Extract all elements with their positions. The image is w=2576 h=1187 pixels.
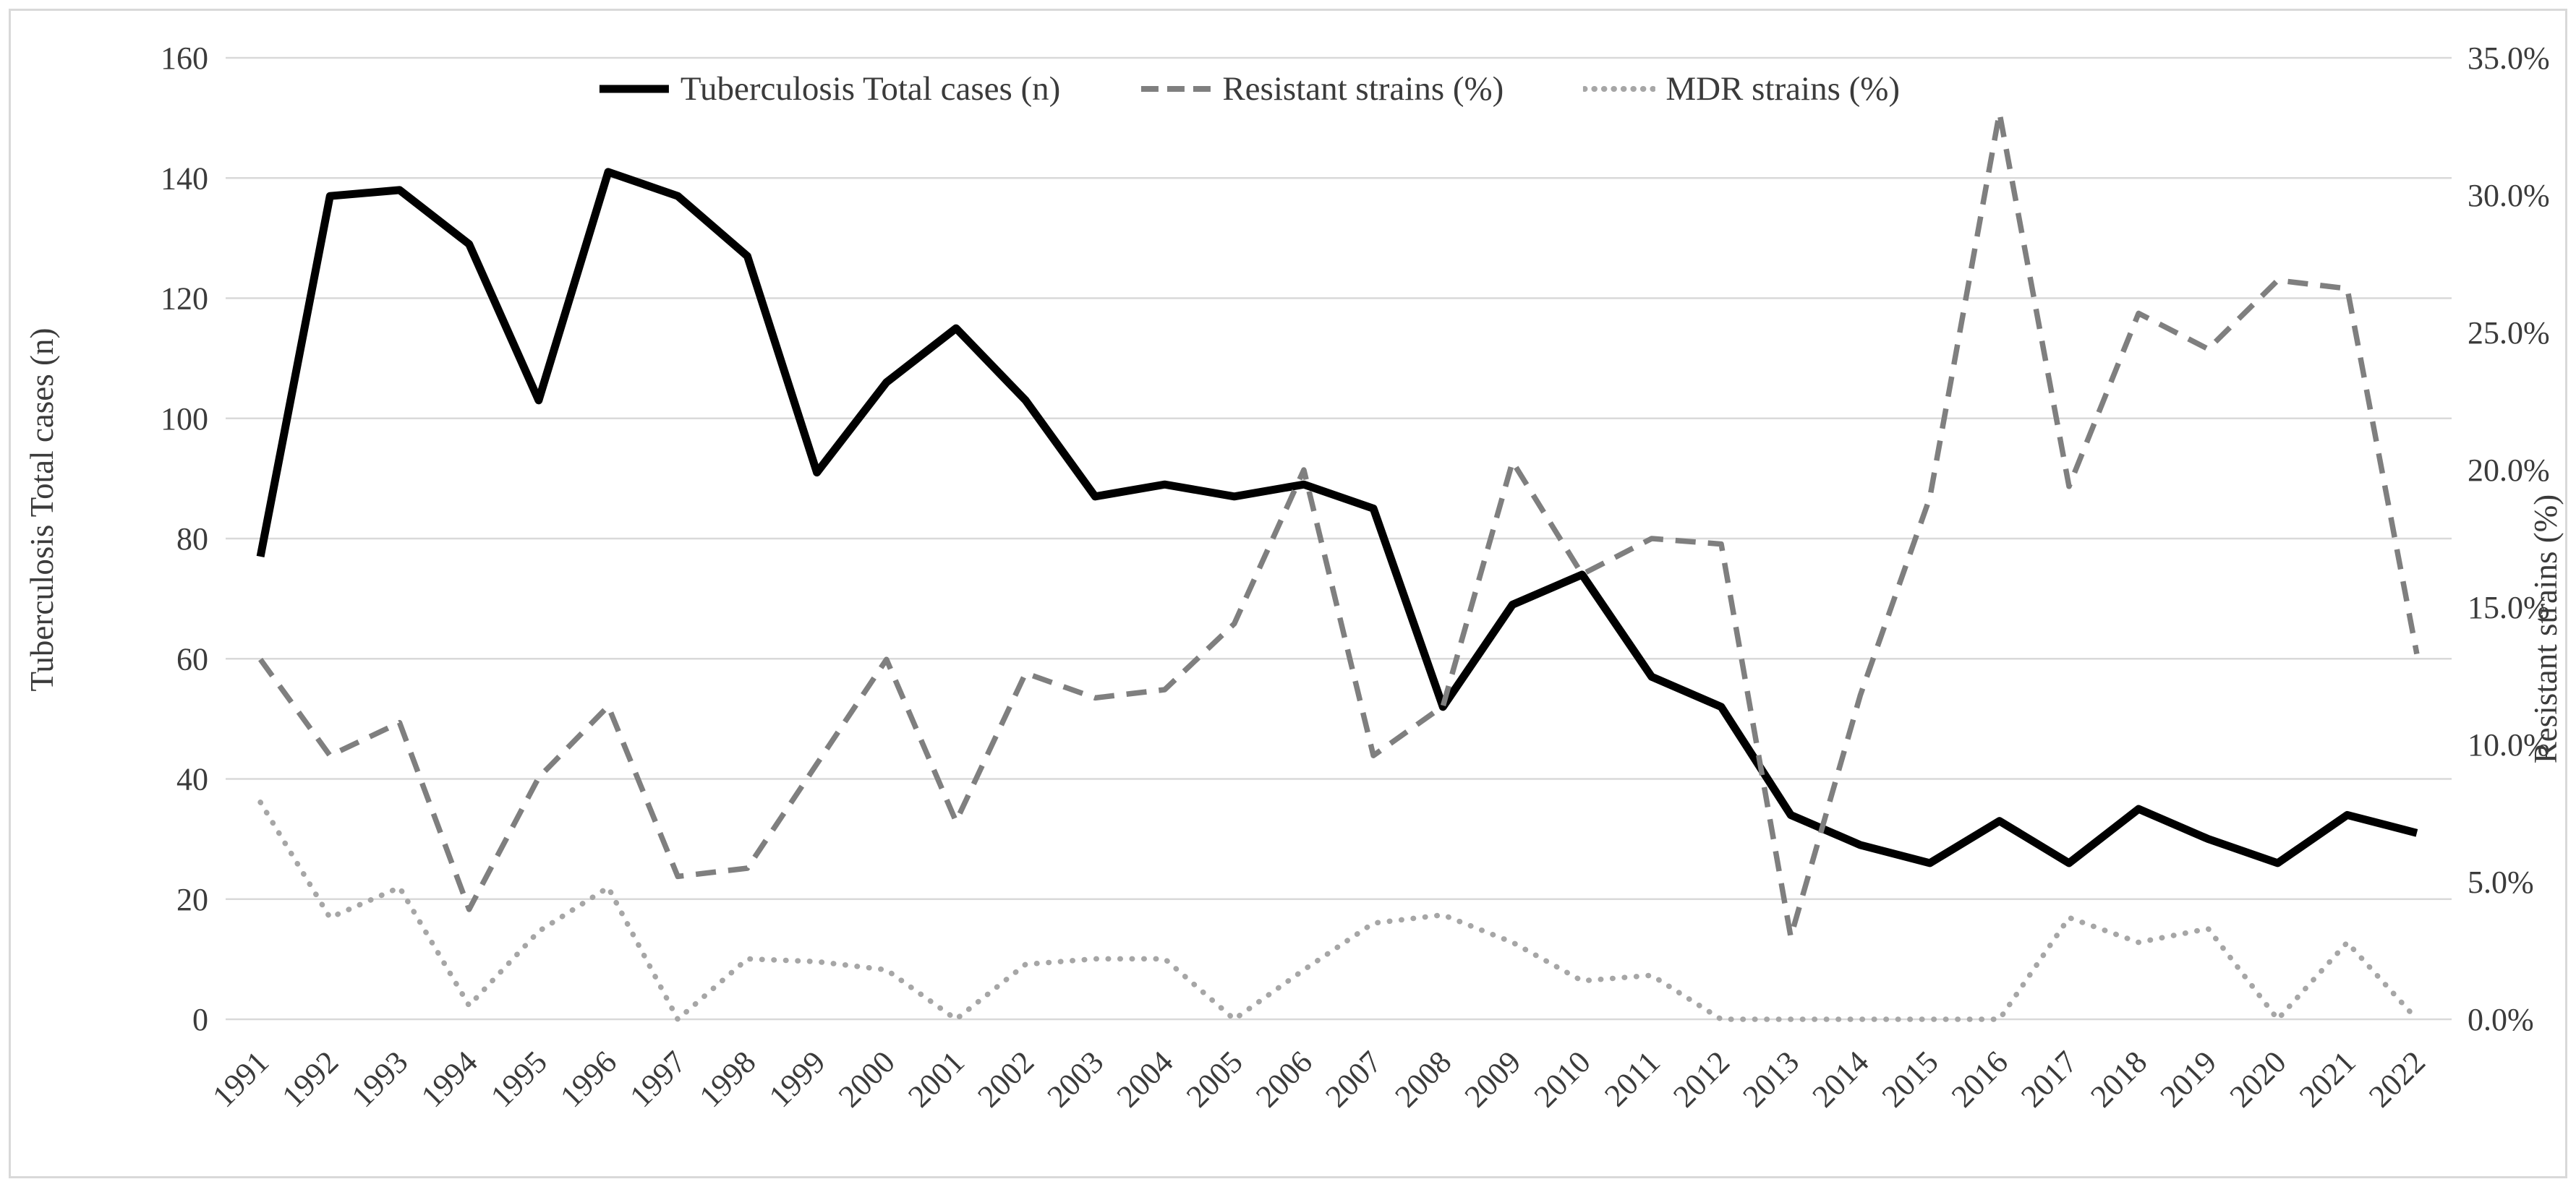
x-axis-tick-label: 2009 [1458, 1044, 1528, 1114]
x-axis-tick-label: 2002 [971, 1044, 1041, 1114]
x-axis-tick-label: 1998 [693, 1044, 763, 1114]
left-axis-tick-label: 60 [176, 641, 208, 677]
left-axis-tick-label: 160 [161, 40, 208, 76]
x-axis-tick-label: 2007 [1318, 1044, 1389, 1114]
x-axis-tick-label: 2006 [1249, 1044, 1319, 1114]
series-line-solid [256, 168, 2418, 867]
right-axis-title: Resistant strains (%) [2528, 494, 2564, 764]
x-axis-tick-label: 2001 [901, 1044, 971, 1114]
right-axis-tick-label: 20.0% [2468, 453, 2550, 488]
x-axis-tick-label: 1997 [623, 1044, 693, 1114]
x-axis-tick-label: 2010 [1527, 1044, 1598, 1114]
x-axis-tick-label: 2017 [2014, 1044, 2084, 1114]
legend-label: MDR strains (%) [1666, 70, 1901, 108]
x-axis-tick-label: 2013 [1736, 1044, 1806, 1114]
right-axis-tick-label: 35.0% [2468, 40, 2550, 76]
right-axis-tick-label: 5.0% [2468, 865, 2534, 900]
legend-dashed-line-icon [1141, 86, 1211, 92]
left-axis-tick-label: 120 [161, 281, 208, 317]
left-axis-tick-label: 0 [192, 1002, 208, 1037]
legend-label: Tuberculosis Total cases (n) [680, 70, 1061, 108]
legend-solid-line-icon [599, 85, 669, 93]
x-axis-tick-label: 2015 [1875, 1044, 1945, 1114]
x-axis-tick-label: 2019 [2154, 1044, 2224, 1114]
x-axis-tick-label: 2003 [1041, 1044, 1111, 1114]
legend-item: MDR strains (%) [1583, 69, 1900, 108]
x-axis-tick-label: 1995 [484, 1044, 554, 1114]
chart-legend: Tuberculosis Total cases (n) Resistant st… [598, 69, 1900, 108]
x-axis-tick-label: 1991 [205, 1044, 276, 1114]
left-axis-tick-label: 40 [176, 762, 208, 797]
right-axis-tick-label: 0.0% [2468, 1002, 2534, 1037]
x-axis-tick-label: 2020 [2223, 1044, 2293, 1114]
x-axis-tick-label: 2011 [1598, 1044, 1667, 1113]
series-line-dotted [257, 800, 2420, 1022]
left-axis-tick-label: 100 [161, 401, 208, 437]
left-axis-tick-label: 140 [161, 160, 208, 196]
x-axis-tick-label: 1999 [762, 1044, 832, 1114]
x-axis-tick-label: 1994 [414, 1044, 485, 1114]
x-axis-tick-label: 2018 [2084, 1044, 2154, 1114]
right-axis-tick-label: 30.0% [2468, 178, 2550, 213]
left-axis-tick-label: 80 [176, 521, 208, 557]
x-axis-tick-label: 2005 [1180, 1044, 1250, 1114]
legend-item: Tuberculosis Total cases (n) [598, 69, 1060, 108]
x-axis-tick-label: 2000 [832, 1044, 902, 1114]
x-axis-tick-label: 2008 [1388, 1044, 1458, 1114]
left-axis-tick-label: 20 [176, 882, 208, 917]
legend-label: Resistant strains (%) [1222, 70, 1504, 108]
x-axis-tick-label: 2004 [1110, 1044, 1180, 1114]
x-axis-tick-label: 1996 [553, 1044, 623, 1114]
legend-dotted-line-icon [1583, 86, 1656, 92]
legend-item: Resistant strains (%) [1140, 69, 1504, 108]
x-axis-tick-label: 1992 [275, 1044, 345, 1114]
x-axis-tick-label: 2022 [2362, 1044, 2432, 1114]
x-axis-tick-label: 2021 [2293, 1044, 2363, 1114]
series-line-dashed [258, 110, 2420, 940]
right-axis-tick-label: 15.0% [2468, 590, 2550, 625]
right-axis-tick-label: 25.0% [2468, 315, 2550, 351]
x-axis-tick-label: 2012 [1666, 1044, 1736, 1114]
right-axis-tick-label: 10.0% [2468, 727, 2550, 763]
x-axis-tick-label: 2016 [1945, 1044, 2015, 1114]
x-axis-tick-label: 1993 [345, 1044, 415, 1114]
left-axis-title: Tuberculosis Total cases (n) [24, 327, 60, 692]
x-axis-tick-label: 2014 [1806, 1044, 1876, 1114]
